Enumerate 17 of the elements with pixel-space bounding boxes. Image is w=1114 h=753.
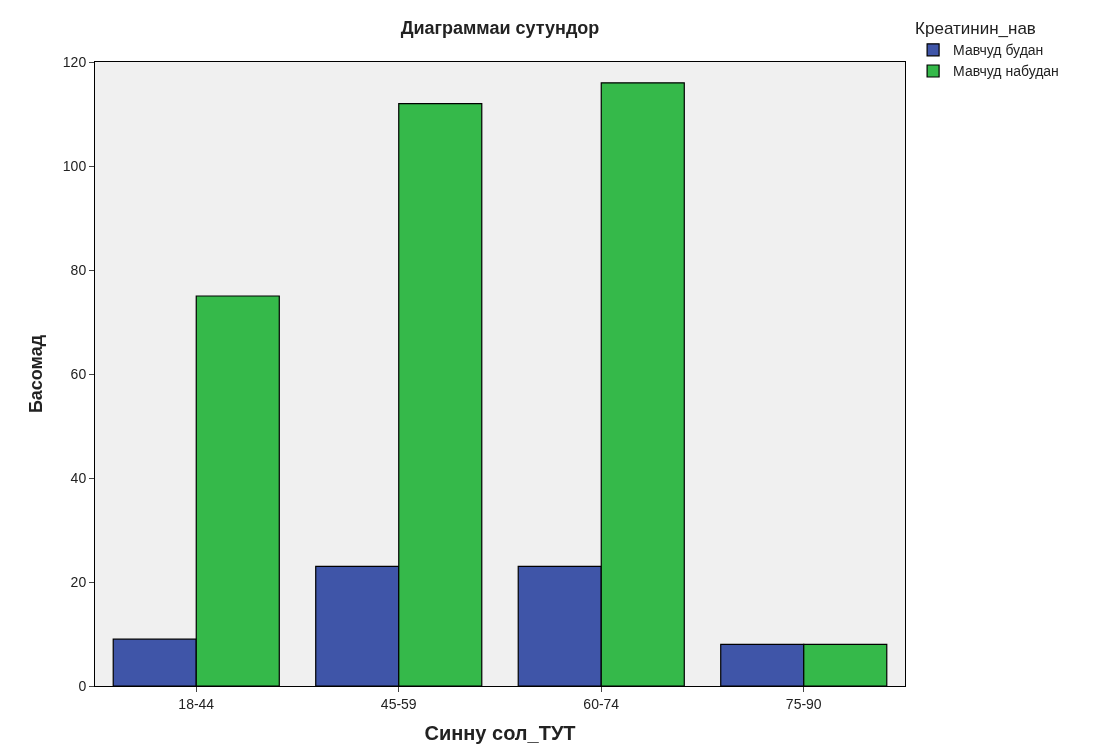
x-tick-label: 45-59 [380,695,417,712]
y-axis-title: Басомад [26,334,47,414]
y-tick-label: 0 [78,677,87,694]
legend-label: Мавчуд набудан [953,63,1059,80]
y-tick-label: 120 [62,53,87,70]
legend-label: Мавчуд будан [953,42,1044,59]
y-tick-label: 80 [70,261,87,278]
x-tick-label: 75-90 [785,695,822,712]
y-tick-label: 60 [70,365,87,382]
x-tick-label: 60-74 [583,695,620,712]
y-tick-label: 100 [62,157,87,174]
y-tick-label: 40 [70,469,87,486]
x-tick-label: 18-44 [178,695,215,712]
y-tick-label: 20 [70,573,87,590]
legend-title: Креатинин_нав [915,19,1036,39]
x-axis-title: Синну сол_ТУТ [424,722,576,745]
chart-title: Диаграммаи сутундор [400,18,600,39]
